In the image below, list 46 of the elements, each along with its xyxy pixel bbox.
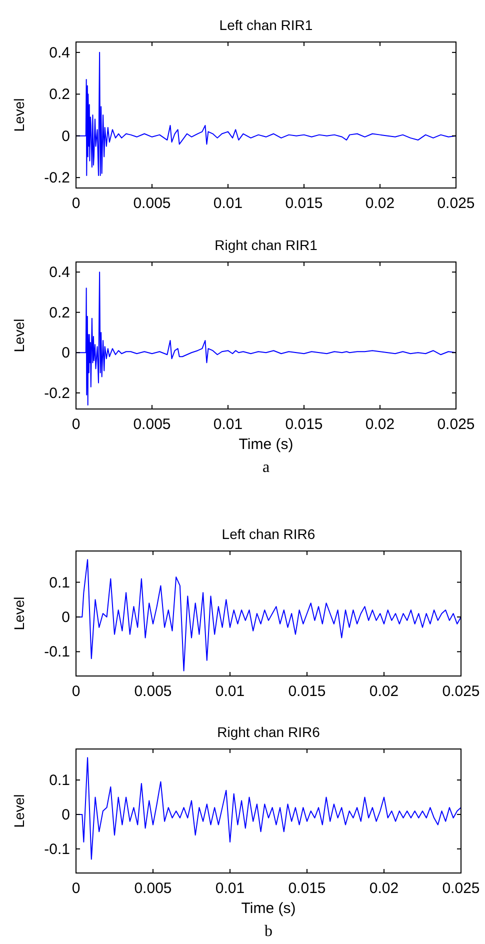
- chart-title: Right chan RIR6: [217, 724, 320, 740]
- x-tick-label: 0.025: [437, 195, 475, 212]
- chart-title: Right chan RIR1: [214, 237, 318, 253]
- y-tick-label: 0.4: [49, 44, 70, 62]
- x-tick-label: 0.005: [134, 683, 172, 700]
- y-axis-title: Level: [11, 318, 27, 352]
- y-tick-label: 0.1: [49, 772, 70, 789]
- x-tick-label: 0.01: [215, 880, 245, 897]
- x-tick-label: 0.01: [215, 683, 245, 700]
- text: b: [264, 923, 272, 940]
- x-tick-label: 0.005: [133, 416, 171, 433]
- y-axis-title: Level: [11, 98, 27, 132]
- x-tick-label: 0.02: [369, 683, 399, 700]
- y-tick-label: 0: [62, 608, 70, 626]
- x-axis-title: Time (s): [241, 900, 296, 917]
- x-tick-label: 0.02: [365, 195, 395, 212]
- x-tick-label: 0.015: [285, 195, 323, 212]
- y-tick-label: -0.1: [44, 644, 70, 661]
- y-tick-label: 0.2: [49, 304, 70, 322]
- x-tick-label: 0.015: [285, 416, 323, 433]
- y-tick-label: -0.2: [44, 384, 70, 402]
- x-tick-label: 0.02: [369, 880, 399, 897]
- x-tick-label: 0.02: [365, 416, 395, 433]
- y-tick-label: 0: [62, 806, 70, 824]
- y-axis-title: Level: [11, 596, 27, 630]
- y-tick-label: -0.2: [44, 170, 70, 187]
- x-tick-label: 0.015: [288, 683, 326, 700]
- x-tick-label: 0.025: [442, 880, 480, 897]
- y-tick-label: 0.2: [49, 86, 70, 104]
- x-tick-label: 0.01: [213, 195, 243, 212]
- x-axis-title: Time (s): [238, 436, 294, 453]
- y-tick-label: 0.1: [49, 574, 70, 592]
- y-tick-label: -0.1: [44, 840, 70, 858]
- x-tick-label: 0.005: [133, 195, 171, 212]
- y-tick-label: 0: [62, 344, 70, 362]
- x-tick-label: 0.025: [442, 683, 480, 700]
- y-tick-label: 0: [62, 128, 70, 145]
- x-tick-label: 0.025: [437, 416, 475, 433]
- y-axis-title: Level: [11, 794, 27, 828]
- chart-title: Left chan RIR6: [222, 526, 316, 542]
- x-tick-label: 0.01: [213, 416, 243, 433]
- x-tick-label: 0.005: [134, 880, 172, 897]
- text: a: [262, 459, 270, 476]
- x-tick-label: 0.015: [288, 880, 326, 897]
- chart-title: Left chan RIR1: [219, 17, 313, 33]
- y-tick-label: 0.4: [49, 264, 70, 282]
